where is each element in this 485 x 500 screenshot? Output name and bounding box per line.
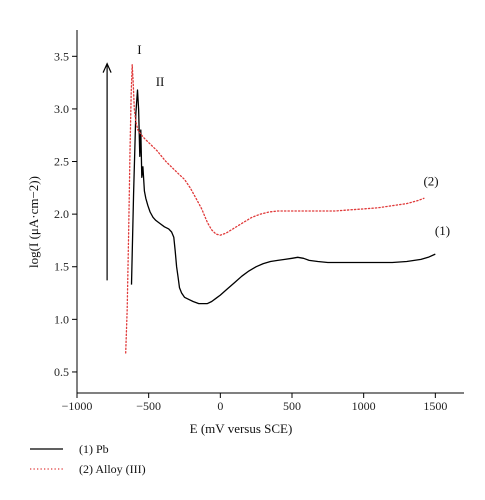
- peak-label-II: II: [156, 74, 165, 89]
- x-tick-label: −1000: [62, 399, 93, 413]
- peak-label-I: I: [137, 42, 141, 57]
- y-tick-label: 3.5: [54, 49, 69, 63]
- chart-series: [125, 64, 436, 354]
- scan-direction-arrow-head: [102, 62, 112, 73]
- legend: (1) Pb (2) Alloy (III): [30, 442, 146, 476]
- x-tick-label: 1000: [352, 399, 376, 413]
- y-tick-label: 1.0: [54, 312, 69, 326]
- legend-label-pb: (1) Pb: [79, 442, 109, 456]
- series-line-1: [130, 89, 436, 305]
- legend-label-alloy: (2) Alloy (III): [79, 462, 146, 476]
- y-tick-label: 1.5: [54, 260, 69, 274]
- y-tick-label: 0.5: [54, 365, 69, 379]
- y-axis-label: log(I (μA·cm−2)): [26, 176, 41, 268]
- series-line-2: [125, 64, 425, 354]
- x-tick-label: −500: [136, 399, 161, 413]
- chart-annotations: (1) II (2) I: [102, 42, 450, 281]
- x-axis-label: E (mV versus SCE): [190, 421, 293, 436]
- x-tick-label: 0: [217, 399, 223, 413]
- y-tick-label: 3.0: [54, 102, 69, 116]
- x-tick-label: 1500: [423, 399, 447, 413]
- series-end-label-1: (1): [435, 223, 450, 238]
- plot-axes: [76, 30, 464, 394]
- y-tick-label: 2.5: [54, 155, 69, 169]
- x-axis-ticks: −1000 −500 0 500 1000 1500: [62, 393, 447, 413]
- x-tick-label: 500: [283, 399, 301, 413]
- series-end-label-2: (2): [423, 174, 438, 189]
- y-axis-ticks: 0.5 1.0 1.5 2.0 2.5 3.0 3.5: [54, 49, 77, 379]
- y-tick-label: 2.0: [54, 207, 69, 221]
